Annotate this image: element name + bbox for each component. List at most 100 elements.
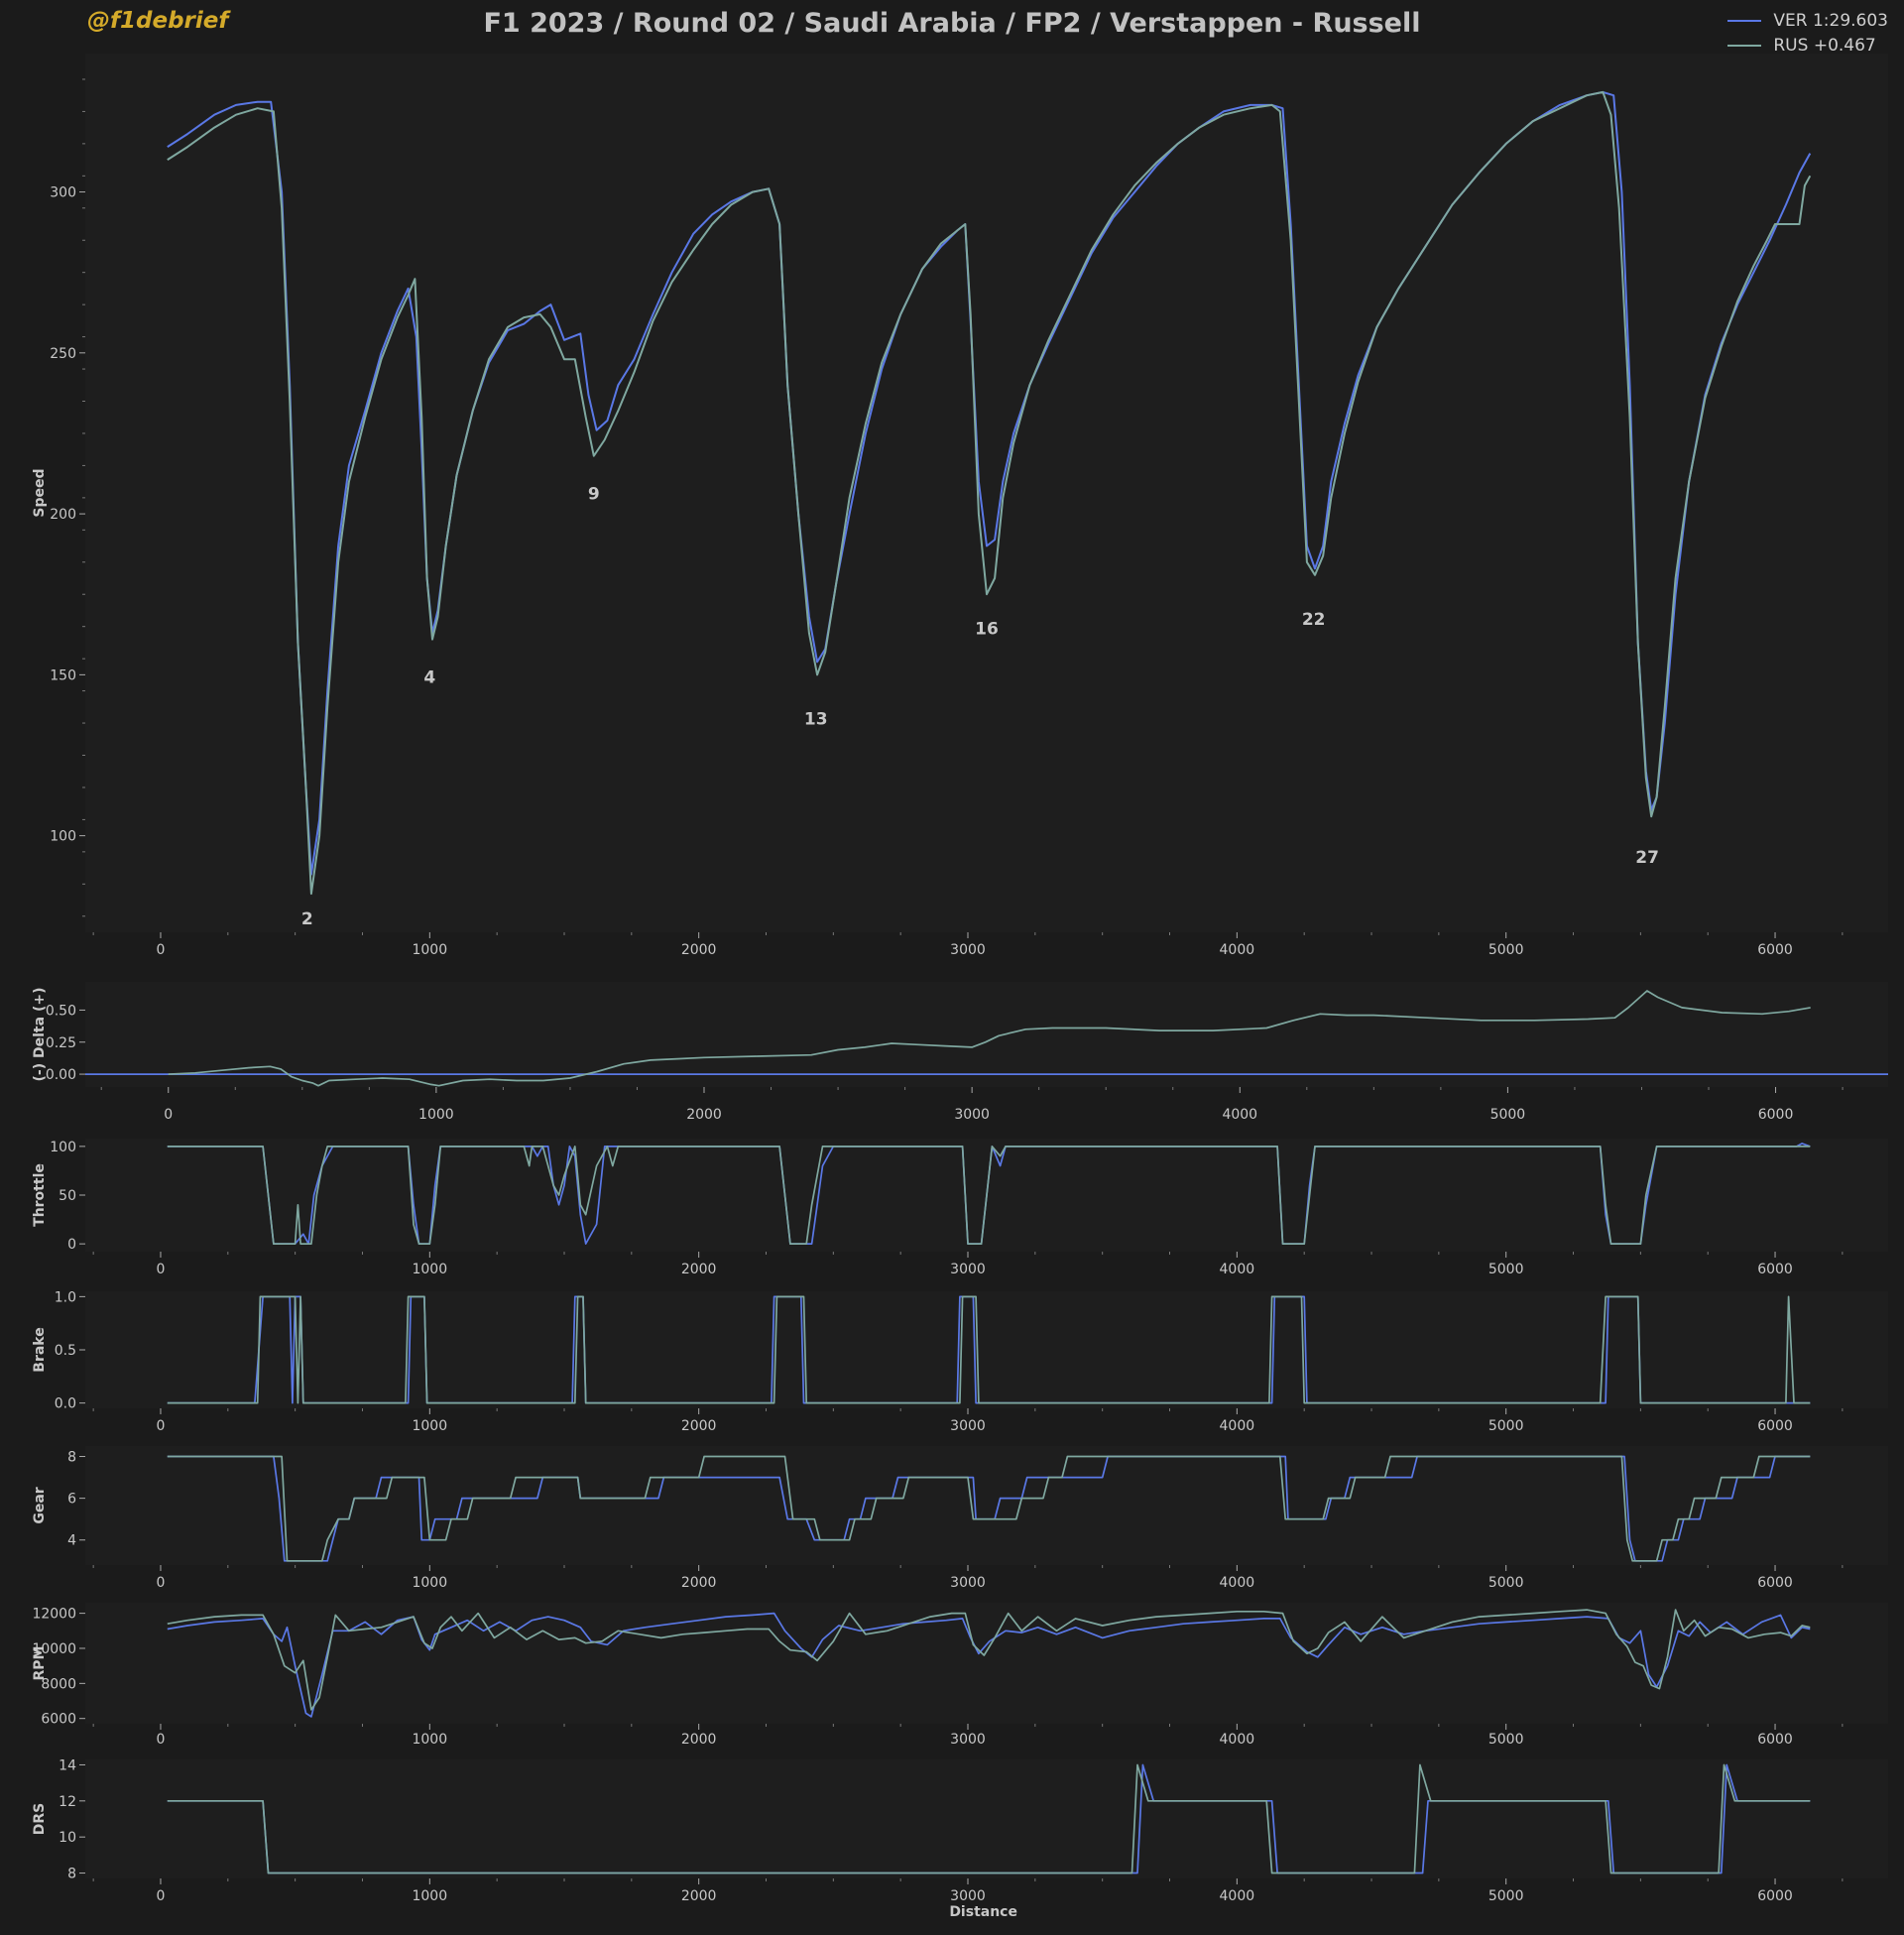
y-tick-label: 100 xyxy=(50,1140,76,1155)
x-tick-label: 1000 xyxy=(412,1888,447,1904)
y-tick-label: 12 xyxy=(59,1794,76,1810)
x-tick-label: 6000 xyxy=(1757,1575,1793,1591)
x-tick-label: 3000 xyxy=(950,1732,986,1748)
legend-swatch-rus xyxy=(1727,44,1762,47)
y-tick-label: 12000 xyxy=(32,1607,76,1623)
chart-title: F1 2023 / Round 02 / Saudi Arabia / FP2 … xyxy=(483,8,1421,39)
plot-area xyxy=(85,1291,1888,1408)
x-tick-label: 3000 xyxy=(950,1888,986,1904)
corner-label: 16 xyxy=(975,620,999,640)
x-tick-label: 4000 xyxy=(1220,1418,1255,1434)
y-tick-label: 300 xyxy=(50,185,76,201)
y-tick-label: 150 xyxy=(50,667,76,683)
x-tick-label: 1000 xyxy=(412,1732,447,1748)
x-tick-label: 4000 xyxy=(1222,1107,1257,1123)
y-tick-label: 10000 xyxy=(32,1641,76,1657)
x-tick-label: 6000 xyxy=(1757,942,1793,958)
panel-brake: 0.0 0.5 1.0 0 1000 2000 3000 4000 5000 6000 Brake xyxy=(32,1289,1888,1434)
x-tick-label: 5000 xyxy=(1488,1732,1524,1748)
panel-rpm: 6000 8000 10000 12000 0 1000 2000 3000 4000 5000 6… xyxy=(32,1603,1888,1748)
x-tick-label: 3000 xyxy=(950,1418,986,1434)
y-tick-label: 8 xyxy=(67,1450,76,1466)
corner-label: 9 xyxy=(588,484,600,504)
x-tick-label: 0 xyxy=(157,1732,166,1748)
y-axis-label: RPM xyxy=(32,1646,48,1681)
corner-label: 13 xyxy=(804,710,828,730)
x-tick-label: 0 xyxy=(157,1575,166,1591)
series-line-rus xyxy=(167,1609,1811,1711)
x-tick-label: 5000 xyxy=(1488,1888,1524,1904)
x-tick-label: 4000 xyxy=(1220,1262,1255,1277)
x-tick-label: 4000 xyxy=(1220,942,1255,958)
panel-drs: 8 10 12 14 0 1000 2000 3000 4000 5000 6000 DRS Dista… xyxy=(32,1757,1888,1920)
x-tick-label: 2000 xyxy=(686,1107,722,1123)
x-tick-label: 4000 xyxy=(1220,1888,1255,1904)
x-tick-label: 2000 xyxy=(681,1575,717,1591)
y-axis-label: Brake xyxy=(32,1327,48,1372)
y-axis-label: (-) Delta (+) xyxy=(32,988,48,1082)
x-tick-label: 6000 xyxy=(1757,1888,1793,1904)
y-tick-label: 6 xyxy=(67,1492,76,1508)
plot-area xyxy=(85,982,1888,1087)
x-tick-label: 1000 xyxy=(412,942,447,958)
y-tick-label: 0.25 xyxy=(46,1035,76,1051)
series-line-rus xyxy=(167,1295,1811,1404)
x-tick-label: 3000 xyxy=(950,1575,986,1591)
x-tick-label: 5000 xyxy=(1488,942,1524,958)
x-tick-label: 2000 xyxy=(681,942,717,958)
x-tick-label: 2000 xyxy=(681,1888,717,1904)
y-tick-label: 0 xyxy=(67,1237,76,1253)
y-tick-label: 14 xyxy=(59,1757,76,1773)
x-tick-label: 6000 xyxy=(1757,1732,1793,1748)
x-tick-label: 5000 xyxy=(1488,1575,1524,1591)
corner-label: 22 xyxy=(1302,610,1326,630)
series-line-rus xyxy=(167,1455,1811,1562)
y-axis-label: Gear xyxy=(32,1487,48,1523)
panel-gear: 4 6 8 0 1000 2000 3000 4000 5000 6000 Gear xyxy=(32,1446,1888,1591)
corner-label: 27 xyxy=(1635,848,1659,868)
x-tick-label: 3000 xyxy=(954,1107,990,1123)
x-tick-label: 2000 xyxy=(681,1262,717,1277)
x-tick-label: 4000 xyxy=(1220,1732,1255,1748)
y-axis-label: DRS xyxy=(32,1803,48,1835)
x-tick-label: 5000 xyxy=(1488,1418,1524,1434)
x-tick-label: 6000 xyxy=(1757,1418,1793,1434)
y-tick-label: 0.0 xyxy=(55,1396,76,1412)
legend-entry-ver: VER 1:29.603 xyxy=(1727,8,1888,33)
x-tick-label: 1000 xyxy=(412,1262,447,1277)
y-tick-label: 4 xyxy=(67,1533,76,1549)
x-tick-label: 6000 xyxy=(1757,1262,1793,1277)
y-tick-label: 1.0 xyxy=(55,1289,76,1305)
panel--delta-: 0.00 0.25 0.50 0 1000 2000 3000 4000 5000 6000 (-)… xyxy=(32,982,1888,1123)
legend-entry-rus: RUS +0.467 xyxy=(1727,33,1888,58)
series-line-rus xyxy=(167,1146,1811,1245)
series-line-rus xyxy=(168,990,1811,1087)
y-tick-label: 8 xyxy=(67,1867,76,1882)
legend-label-ver: VER 1:29.603 xyxy=(1773,10,1888,31)
corner-label: 2 xyxy=(301,909,313,929)
plot-area xyxy=(85,1759,1888,1878)
x-tick-label: 1000 xyxy=(418,1107,454,1123)
x-tick-label: 1000 xyxy=(412,1418,447,1434)
x-tick-label: 3000 xyxy=(950,1262,986,1277)
plot-area xyxy=(85,54,1888,932)
plot-area xyxy=(85,1603,1888,1724)
x-tick-label: 2000 xyxy=(681,1418,717,1434)
x-tick-label: 5000 xyxy=(1488,1262,1524,1277)
x-tick-label: 5000 xyxy=(1490,1107,1526,1123)
x-axis-label: Distance xyxy=(949,1904,1017,1920)
plot-area xyxy=(85,1446,1888,1565)
x-tick-label: 4000 xyxy=(1220,1575,1255,1591)
x-tick-label: 1000 xyxy=(412,1575,447,1591)
x-tick-label: 6000 xyxy=(1758,1107,1794,1123)
y-axis-label: Throttle xyxy=(32,1163,48,1227)
y-tick-label: 0.50 xyxy=(46,1003,76,1019)
y-tick-label: 50 xyxy=(59,1188,76,1204)
x-tick-label: 0 xyxy=(157,1418,166,1434)
series-line-rus xyxy=(167,90,1812,896)
y-tick-label: 10 xyxy=(59,1830,76,1846)
y-tick-label: 200 xyxy=(50,507,76,523)
y-tick-label: 0.00 xyxy=(46,1067,76,1083)
